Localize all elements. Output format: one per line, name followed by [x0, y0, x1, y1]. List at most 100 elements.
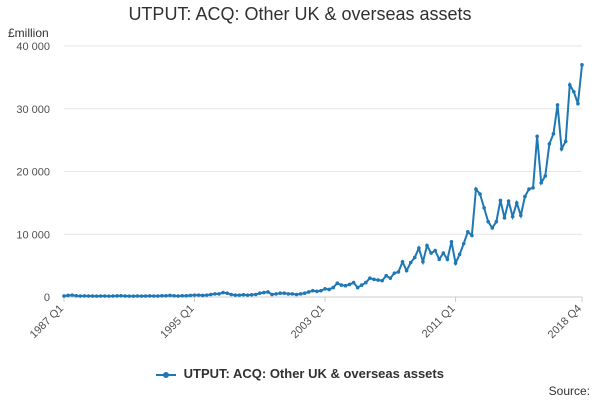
data-point — [323, 287, 327, 291]
data-point — [176, 294, 181, 298]
data-point — [306, 290, 311, 294]
data-point — [82, 294, 87, 298]
legend-label: UTPUT: ACQ: Other UK & overseas assets — [183, 366, 444, 381]
data-point — [270, 292, 274, 297]
x-tick-label: 1995 Q1 — [158, 303, 196, 341]
data-point — [506, 199, 511, 203]
y-tick-label: 20 000 — [16, 167, 50, 179]
y-tick-label: 0 — [44, 292, 50, 304]
data-point — [139, 294, 144, 298]
data-point — [539, 180, 544, 185]
data-point — [204, 293, 209, 297]
data-point — [555, 103, 560, 107]
data-point — [298, 292, 303, 296]
data-point — [119, 293, 123, 298]
data-point — [66, 293, 70, 298]
data-point — [351, 280, 356, 285]
data-point — [470, 233, 474, 238]
data-point — [164, 293, 168, 298]
data-point — [311, 288, 315, 293]
data-point — [412, 255, 417, 260]
data-point — [160, 293, 164, 298]
data-point — [188, 293, 193, 298]
data-point — [70, 293, 74, 297]
data-point — [478, 192, 482, 196]
data-point — [474, 187, 478, 191]
data-point — [302, 291, 307, 296]
x-axis-ticks: 1987 Q1 1995 Q1 2003 Q1 2011 Q1 2018 Q4 — [28, 297, 584, 341]
data-point — [372, 277, 376, 282]
data-point — [156, 294, 160, 298]
data-point — [343, 283, 348, 288]
data-point — [184, 293, 189, 298]
source-label: Source: — [548, 384, 590, 398]
data-point — [98, 294, 103, 298]
y-tick-label: 10 000 — [16, 229, 50, 241]
data-point — [107, 294, 111, 298]
data-point — [449, 239, 454, 244]
data-point — [400, 260, 405, 264]
data-point — [221, 290, 225, 295]
data-point — [437, 257, 442, 262]
data-point — [559, 147, 564, 151]
data-point — [286, 292, 291, 296]
data-point — [102, 294, 107, 298]
data-point — [380, 278, 384, 283]
data-point — [131, 294, 136, 298]
data-point — [572, 90, 576, 94]
data-point — [225, 291, 229, 296]
data-point — [172, 293, 176, 298]
data-point — [62, 294, 66, 298]
data-point — [115, 294, 119, 298]
data-point — [123, 294, 127, 298]
data-point — [86, 294, 91, 298]
data-point — [147, 294, 152, 298]
data-point — [453, 261, 458, 265]
data-point — [567, 83, 572, 87]
data-point — [245, 293, 250, 297]
data-point — [494, 219, 499, 224]
y-axis-ticks: 0 10 000 20 000 30 000 40 000 — [16, 41, 50, 304]
data-point — [151, 294, 156, 298]
data-point — [180, 293, 185, 298]
data-point — [531, 186, 535, 190]
data-point — [347, 282, 352, 287]
data-point — [78, 294, 83, 298]
y-tick-label: 40 000 — [16, 41, 50, 53]
data-point — [576, 101, 580, 106]
data-point — [388, 276, 393, 280]
x-tick-label: 1987 Q1 — [28, 303, 66, 341]
data-point — [229, 292, 234, 297]
data-point — [331, 285, 335, 290]
data-point — [527, 187, 531, 191]
data-point — [290, 292, 295, 296]
data-point — [519, 213, 523, 218]
y-tick-label: 30 000 — [16, 104, 50, 116]
data-point — [547, 142, 552, 146]
data-point — [355, 285, 360, 290]
data-point — [408, 260, 413, 265]
data-point — [257, 291, 262, 296]
data-point — [535, 134, 539, 139]
y-axis-unit-label: £million — [8, 26, 49, 40]
data-point — [490, 226, 495, 230]
data-point — [392, 271, 397, 275]
data-point — [282, 291, 287, 296]
data-point — [253, 292, 258, 297]
data-point — [502, 216, 507, 220]
data-point — [510, 214, 515, 219]
data-point — [262, 290, 266, 295]
data-point — [563, 139, 568, 144]
data-point — [135, 294, 140, 298]
data-point — [429, 251, 433, 255]
data-point — [327, 287, 331, 292]
data-point — [143, 294, 148, 298]
data-point — [237, 293, 242, 297]
data-point — [217, 292, 221, 296]
data-point — [168, 293, 172, 298]
data-point — [213, 292, 217, 296]
data-point — [580, 63, 584, 67]
data-point — [200, 293, 205, 298]
data-point — [94, 294, 99, 298]
data-point — [498, 198, 503, 203]
